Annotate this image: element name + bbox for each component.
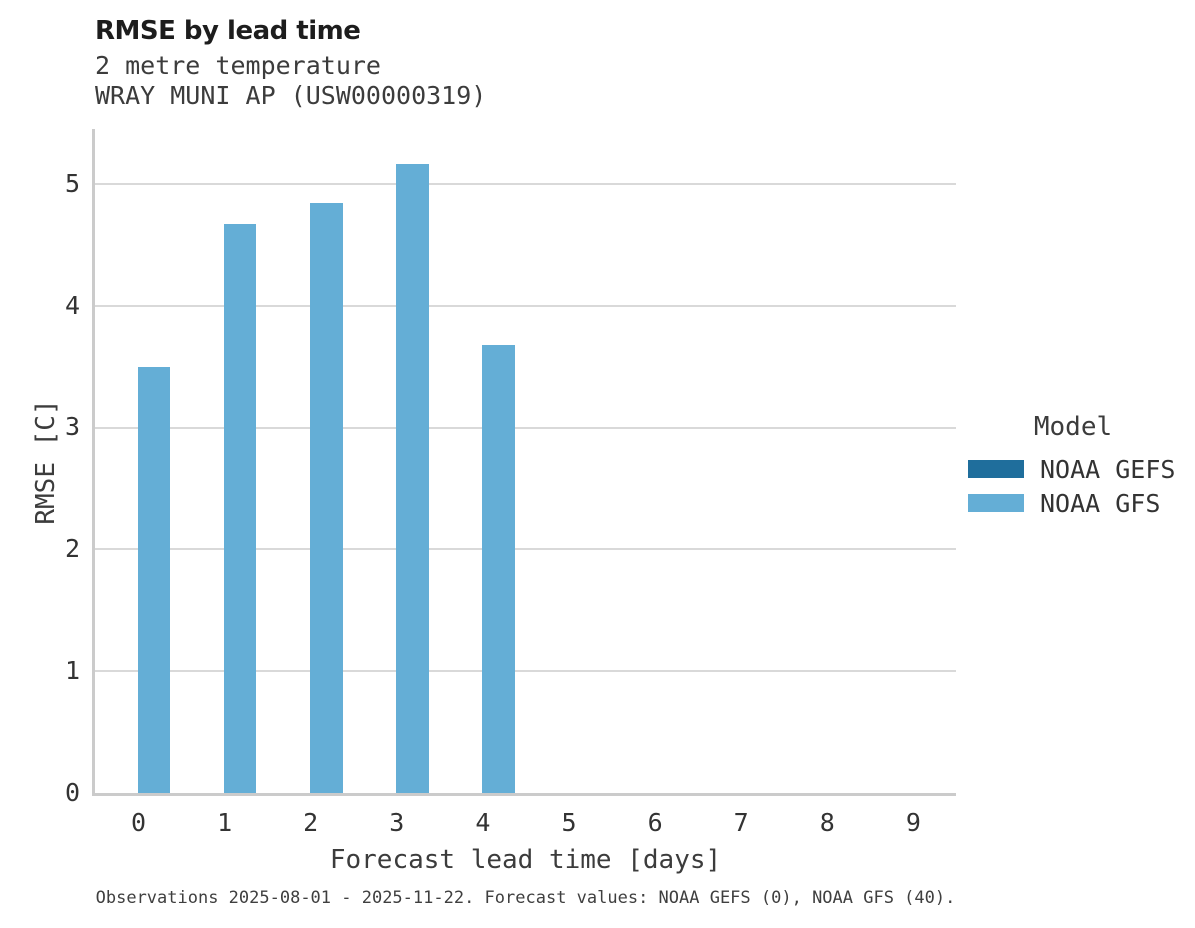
x-axis-line <box>92 793 956 796</box>
x-tick-label: 4 <box>475 808 491 837</box>
gridline <box>95 304 956 307</box>
x-tick-label: 9 <box>905 808 921 837</box>
x-tick-label: 6 <box>647 808 663 837</box>
x-tick-label: 1 <box>217 808 233 837</box>
x-tick-label: 8 <box>819 808 835 837</box>
bar-noaa-gfs-day1 <box>224 224 257 793</box>
x-tick-label: 0 <box>130 808 147 837</box>
x-tick-label: 5 <box>561 808 577 837</box>
y-tick-label: 0 <box>64 778 80 807</box>
gridline <box>95 548 956 551</box>
x-axis-label: Forecast lead time [days] <box>329 845 722 875</box>
y-axis-line <box>92 129 95 796</box>
bar-noaa-gfs-day2 <box>310 203 343 793</box>
y-tick-label: 1 <box>64 656 80 686</box>
bar-noaa-gfs-day3 <box>396 164 429 793</box>
chart-subtitle-variable: 2 metre temperature <box>95 51 381 80</box>
plot-area <box>92 129 956 796</box>
legend-entry-noaa-gfs: NOAA GFS <box>968 486 1178 520</box>
y-tick-label: 5 <box>64 168 80 198</box>
legend-label-noaa-gfs: NOAA GFS <box>1040 488 1161 518</box>
legend-swatch-noaa-gfs <box>968 494 1024 512</box>
legend: Model NOAA GEFS NOAA GFS <box>968 412 1178 520</box>
bar-noaa-gfs-day4 <box>482 344 515 793</box>
gridline <box>95 670 956 673</box>
chart-title: RMSE by lead time <box>95 16 361 46</box>
bar-noaa-gfs-day0 <box>138 366 171 793</box>
legend-entry-noaa-gefs: NOAA GEFS <box>968 452 1178 486</box>
gridline <box>95 426 956 429</box>
x-tick-label: 2 <box>303 808 319 837</box>
legend-swatch-noaa-gefs <box>968 460 1024 478</box>
gridline <box>95 182 956 185</box>
y-tick-label: 3 <box>64 412 80 442</box>
y-tick-label: 2 <box>64 534 80 564</box>
footnote: Observations 2025-08-01 - 2025-11-22. Fo… <box>95 888 956 908</box>
legend-title: Model <box>1033 412 1113 442</box>
legend-label-noaa-gefs: NOAA GEFS <box>1040 454 1176 484</box>
x-tick-label: 3 <box>389 808 405 837</box>
y-tick-label: 4 <box>64 290 80 320</box>
chart-subtitle-station: WRAY MUNI AP (USW00000319) <box>95 81 487 110</box>
x-tick-label: 7 <box>733 808 749 837</box>
